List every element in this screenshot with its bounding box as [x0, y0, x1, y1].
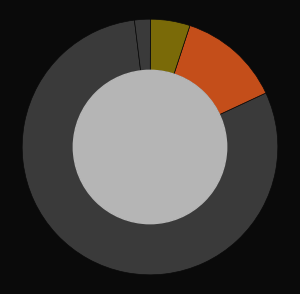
Circle shape	[73, 70, 227, 224]
Wedge shape	[22, 20, 278, 275]
Wedge shape	[174, 26, 266, 115]
Wedge shape	[134, 19, 150, 71]
Wedge shape	[150, 19, 190, 74]
